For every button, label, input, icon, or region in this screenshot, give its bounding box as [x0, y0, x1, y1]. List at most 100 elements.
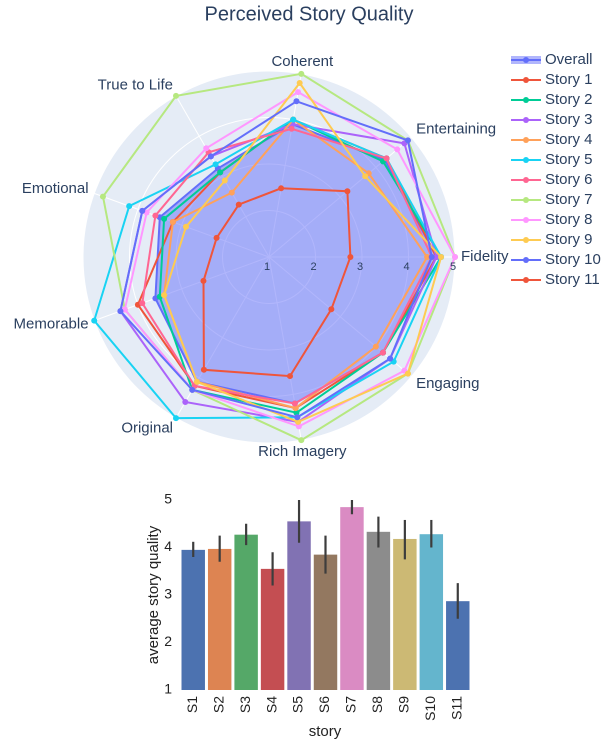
series-marker — [344, 188, 351, 195]
legend-label: Story 7 — [545, 191, 593, 208]
legend-label: Story 1 — [545, 71, 593, 88]
series-marker — [294, 414, 301, 421]
series-marker — [347, 254, 354, 260]
legend-label: Story 11 — [545, 271, 600, 288]
series-marker — [235, 201, 242, 208]
series-line — [119, 100, 433, 419]
bar — [446, 601, 470, 690]
series-marker — [173, 92, 179, 99]
x-axis-label: story — [309, 723, 342, 740]
legend-label: Story 5 — [545, 151, 593, 168]
radial-tick-label: 5 — [450, 261, 456, 273]
legend-marker — [523, 177, 529, 183]
series-marker — [126, 203, 133, 210]
legend-label: Story 2 — [545, 91, 593, 108]
angular-tick-label: Fidelity — [461, 248, 509, 265]
y-axis-label: average story quality — [145, 525, 162, 664]
series-marker — [288, 125, 295, 132]
series-marker — [200, 366, 207, 373]
x-tick-label: S6 — [316, 696, 332, 713]
series-marker — [286, 373, 293, 380]
bar — [419, 534, 444, 690]
series-line — [202, 187, 352, 378]
series-marker — [293, 409, 300, 416]
series-marker — [404, 137, 411, 144]
y-tick-label: 5 — [164, 491, 172, 507]
bar — [393, 538, 417, 690]
angular-tick-label: Engaging — [416, 375, 479, 392]
series-marker — [387, 355, 394, 362]
x-tick-label: S10 — [422, 696, 438, 721]
angular-tick-label: Coherent — [271, 53, 334, 70]
series-marker — [139, 207, 146, 214]
series-line — [163, 118, 429, 410]
series-marker — [213, 234, 220, 241]
series-marker — [298, 70, 305, 77]
series-line — [163, 81, 443, 423]
series-line — [101, 72, 457, 442]
angular-tick-label: Rich Imagery — [258, 443, 347, 460]
radial-tick-label: 1 — [264, 261, 270, 273]
angular-tick-label: Memorable — [14, 316, 89, 333]
y-tick-label: 2 — [164, 633, 172, 649]
legend-label: Story 6 — [545, 171, 593, 188]
series-marker — [221, 177, 228, 184]
legend-label: Story 9 — [545, 231, 593, 248]
series-marker — [291, 400, 298, 407]
series-marker — [328, 306, 335, 313]
legend-label: Story 8 — [545, 211, 593, 228]
x-tick-label: S4 — [263, 696, 279, 713]
series-marker — [296, 79, 303, 86]
legend-label: Story 4 — [545, 131, 593, 148]
series-marker — [173, 415, 179, 422]
series-marker — [228, 189, 235, 196]
series-marker — [217, 169, 224, 176]
series-marker — [91, 317, 98, 324]
radial-tick-label: 2 — [310, 261, 316, 273]
series-line — [141, 127, 433, 405]
legend-marker — [523, 277, 529, 283]
legend-marker — [523, 237, 529, 243]
series-marker — [379, 349, 386, 356]
series-marker — [182, 223, 189, 230]
series-marker — [298, 437, 305, 444]
legend-marker — [523, 257, 529, 263]
series-marker — [362, 173, 369, 180]
angular-tick-label: True to Life — [98, 76, 173, 93]
series-marker — [433, 254, 440, 260]
legend-marker — [523, 97, 529, 103]
legend-marker — [523, 117, 529, 123]
series-marker — [117, 308, 124, 315]
bar — [234, 534, 258, 690]
x-tick-label: S1 — [184, 696, 200, 713]
y-tick-label: 1 — [164, 681, 172, 697]
series-marker — [203, 145, 210, 152]
x-tick-label: S5 — [290, 696, 306, 713]
legend-marker — [523, 137, 529, 143]
series-marker — [169, 219, 176, 226]
angular-tick-label: Original — [121, 419, 173, 436]
legend-marker — [523, 77, 529, 83]
series-marker — [212, 161, 219, 168]
series-marker — [200, 277, 207, 284]
legend-marker — [523, 157, 529, 163]
series-marker — [438, 254, 445, 260]
bar — [207, 548, 232, 690]
y-tick-label: 4 — [164, 538, 172, 554]
series-marker — [161, 292, 168, 299]
series-marker — [404, 370, 411, 377]
bar — [287, 521, 311, 690]
series-marker — [295, 89, 302, 96]
x-tick-label: S11 — [448, 696, 464, 720]
x-tick-label: S7 — [343, 696, 359, 713]
series-marker — [383, 155, 390, 162]
series-marker — [372, 343, 379, 350]
series-marker — [295, 423, 302, 430]
series-marker — [278, 185, 285, 192]
angular-tick-label: Entertaining — [416, 121, 496, 138]
bar — [313, 554, 338, 690]
angular-tick-label: Emotional — [22, 180, 89, 197]
bar — [340, 507, 364, 690]
legend-marker — [523, 217, 529, 223]
radial-tick-label: 3 — [357, 261, 363, 273]
